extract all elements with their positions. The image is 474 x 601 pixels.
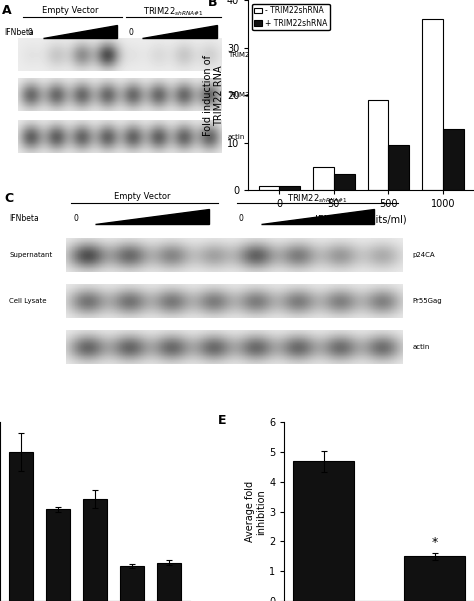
Text: E: E — [218, 413, 227, 427]
Bar — [422, 19, 443, 191]
Bar — [83, 499, 107, 601]
Text: Empty Vector: Empty Vector — [42, 6, 98, 14]
Legend: - TRIM22shRNA, + TRIM22shRNA: - TRIM22shRNA, + TRIM22shRNA — [252, 4, 330, 30]
Bar — [279, 186, 300, 191]
Polygon shape — [43, 25, 118, 38]
Text: Cell Lysate: Cell Lysate — [9, 298, 47, 304]
Text: IFNbeta: IFNbeta — [5, 28, 34, 37]
Polygon shape — [142, 25, 217, 38]
Bar — [293, 461, 354, 601]
Bar — [46, 509, 70, 601]
Text: p24CA: p24CA — [412, 252, 435, 258]
Bar — [404, 557, 465, 601]
Bar — [388, 145, 409, 191]
Polygon shape — [95, 209, 209, 224]
Bar — [9, 452, 33, 601]
Bar — [443, 129, 464, 191]
Text: B: B — [208, 0, 217, 9]
Text: actin: actin — [412, 344, 430, 350]
Text: 0: 0 — [128, 28, 134, 37]
Bar — [334, 174, 355, 191]
Text: TRIM34: TRIM34 — [228, 92, 254, 98]
Bar — [313, 166, 334, 191]
Text: 0: 0 — [73, 213, 78, 222]
Bar — [120, 566, 144, 601]
Text: Empty Vector: Empty Vector — [114, 192, 171, 201]
Bar — [258, 186, 279, 191]
Text: *: * — [432, 536, 438, 549]
Text: TRIM22$_{shRNA\#1}$: TRIM22$_{shRNA\#1}$ — [144, 6, 204, 18]
Text: C: C — [5, 192, 14, 206]
Text: IFNbeta: IFNbeta — [9, 213, 39, 222]
Polygon shape — [261, 209, 374, 224]
Bar — [368, 100, 388, 191]
Text: A: A — [2, 4, 12, 17]
Text: 0: 0 — [27, 28, 32, 37]
Text: TRIM22$_{shRNA\#1}$: TRIM22$_{shRNA\#1}$ — [287, 192, 348, 205]
Y-axis label: Average fold
inhibition: Average fold inhibition — [245, 481, 266, 542]
Text: actin: actin — [228, 134, 246, 140]
X-axis label: IFNbeta  (units/ml): IFNbeta (units/ml) — [315, 215, 407, 225]
Bar — [157, 563, 181, 601]
Text: TRIM22: TRIM22 — [228, 52, 254, 58]
Text: Pr55Gag: Pr55Gag — [412, 298, 442, 304]
Y-axis label: Fold induction of
TRIM22 RNA: Fold induction of TRIM22 RNA — [202, 55, 224, 136]
Text: 0: 0 — [238, 213, 243, 222]
Text: Supernatant: Supernatant — [9, 252, 53, 258]
